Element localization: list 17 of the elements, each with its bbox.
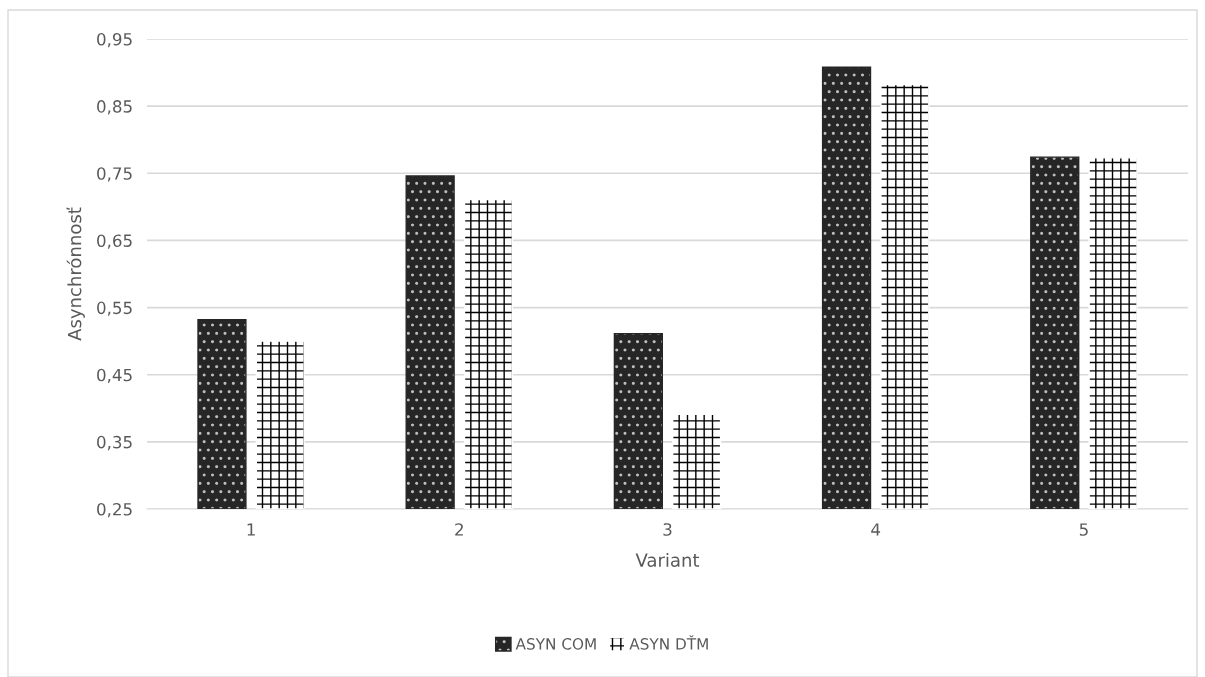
y-tick-label: 0,65 <box>97 234 132 249</box>
x-axis-title: Variant <box>635 552 700 567</box>
x-tick-label: 1 <box>247 523 255 536</box>
y-axis-title: Asynchrónnosť <box>66 207 85 341</box>
x-tick-label: 4 <box>871 523 881 536</box>
y-tick-label: 0,25 <box>97 502 132 518</box>
y-tick-label: 0,75 <box>97 167 132 182</box>
y-tick-label: 0,85 <box>97 100 132 115</box>
y-tick-label: 0,35 <box>97 435 132 451</box>
legend-label: ASYN COM <box>515 638 596 650</box>
y-tick-label: 0,45 <box>97 368 132 383</box>
y-tick-label: 0,95 <box>97 32 132 48</box>
x-tick-label: 2 <box>455 523 463 536</box>
x-tick-label: 5 <box>1079 523 1088 536</box>
legend-label: ASYN DŤM <box>629 635 708 650</box>
y-tick-label: 0,55 <box>97 301 132 316</box>
x-tick-label: 3 <box>663 523 672 536</box>
